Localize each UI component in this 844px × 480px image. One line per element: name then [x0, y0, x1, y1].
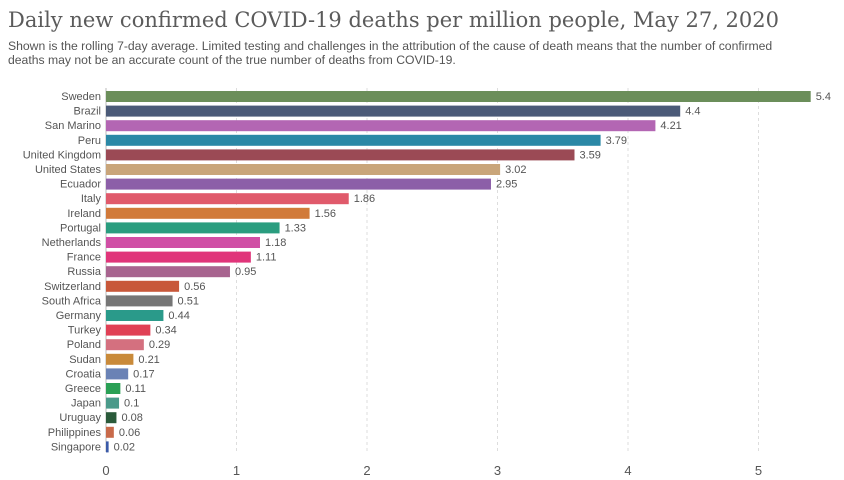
- bar-label: Ecuador: [60, 179, 101, 191]
- bar-label: Philippines: [48, 427, 102, 439]
- bar-value-label: 0.95: [235, 266, 256, 278]
- bar-value-label: 0.02: [114, 441, 135, 453]
- bar-label: Greece: [65, 383, 101, 395]
- bar-value-label: 0.44: [168, 310, 189, 322]
- bar-label: France: [67, 252, 101, 264]
- bar-value-label: 5.4: [816, 91, 831, 103]
- bar-label: Italy: [81, 193, 102, 205]
- bar-label: Uruguay: [59, 412, 101, 424]
- bar[interactable]: [106, 266, 230, 278]
- bar-value-label: 0.34: [155, 325, 176, 337]
- bar-value-label: 0.06: [119, 427, 140, 439]
- bar[interactable]: [106, 353, 134, 365]
- bar-value-label: 3.02: [505, 164, 526, 176]
- bar[interactable]: [106, 339, 144, 351]
- bar-value-label: 1.33: [285, 222, 306, 234]
- bar[interactable]: [106, 441, 109, 453]
- x-tick-label: 0: [102, 463, 109, 478]
- bar[interactable]: [106, 134, 601, 146]
- bar-value-label: 0.17: [133, 368, 154, 380]
- bar-label: Poland: [67, 339, 101, 351]
- bar-label: Brazil: [73, 106, 101, 118]
- bar[interactable]: [106, 295, 173, 307]
- bar[interactable]: [106, 164, 501, 175]
- bar-label: San Marino: [45, 120, 101, 132]
- bar-label: Turkey: [68, 325, 102, 337]
- bar-value-label: 0.1: [124, 398, 139, 410]
- bar-label: United Kingdom: [23, 149, 101, 161]
- x-tick-label: 4: [624, 463, 631, 478]
- bar-value-label: 4.21: [660, 120, 681, 132]
- chart-subtitle: Shown is the rolling 7-day average. Limi…: [8, 39, 773, 67]
- bar[interactable]: [106, 105, 681, 117]
- bar-value-label: 1.18: [265, 237, 286, 249]
- bar-value-label: 0.29: [149, 339, 170, 351]
- bar[interactable]: [106, 280, 180, 292]
- bar-label: Ireland: [67, 208, 101, 220]
- bar-label: Switzerland: [44, 281, 101, 293]
- bar-value-label: 0.51: [178, 295, 199, 307]
- bar[interactable]: [106, 412, 117, 424]
- bar-value-label: 0.08: [121, 412, 142, 424]
- bar[interactable]: [106, 324, 151, 336]
- bar-label: Sweden: [61, 91, 101, 103]
- bar-label: Portugal: [60, 222, 101, 234]
- bar[interactable]: [106, 383, 121, 394]
- bar[interactable]: [106, 193, 349, 205]
- bar[interactable]: [106, 368, 129, 380]
- bar-label: Singapore: [51, 441, 101, 453]
- bar[interactable]: [106, 178, 491, 190]
- bar-label: Russia: [67, 266, 102, 278]
- bar[interactable]: [106, 426, 114, 438]
- x-tick-label: 2: [363, 463, 370, 478]
- bar-value-label: 4.4: [685, 106, 700, 118]
- bar[interactable]: [106, 91, 811, 102]
- bar[interactable]: [106, 207, 310, 219]
- bar-value-label: 1.56: [315, 208, 336, 220]
- x-tick-label: 5: [755, 463, 762, 478]
- bar-value-label: 3.59: [579, 149, 600, 161]
- bar[interactable]: [106, 120, 656, 132]
- bar-label: Peru: [78, 135, 101, 147]
- bar-label: Croatia: [66, 368, 102, 380]
- bar-label: Germany: [56, 310, 102, 322]
- bar-value-label: 1.11: [256, 252, 277, 264]
- bar-value-label: 3.79: [606, 135, 627, 147]
- bar[interactable]: [106, 251, 251, 263]
- bar-label: Sudan: [69, 354, 101, 366]
- bar[interactable]: [106, 222, 280, 234]
- chart-title: Daily new confirmed COVID-19 deaths per …: [8, 8, 780, 32]
- bar-label: South Africa: [42, 295, 102, 307]
- bar-value-label: 0.56: [184, 281, 205, 293]
- bar[interactable]: [106, 397, 120, 409]
- bar[interactable]: [106, 310, 164, 321]
- bar-value-label: 1.86: [354, 193, 375, 205]
- bar[interactable]: [106, 237, 260, 248]
- bar[interactable]: [106, 149, 575, 161]
- bar-label: Japan: [71, 398, 101, 410]
- x-tick-label: 1: [233, 463, 240, 478]
- bar-label: United States: [35, 164, 102, 176]
- bar-value-label: 0.11: [125, 383, 146, 395]
- bar-label: Netherlands: [42, 237, 102, 249]
- bar-value-label: 0.21: [138, 354, 159, 366]
- bar-value-label: 2.95: [496, 179, 517, 191]
- x-tick-label: 3: [494, 463, 501, 478]
